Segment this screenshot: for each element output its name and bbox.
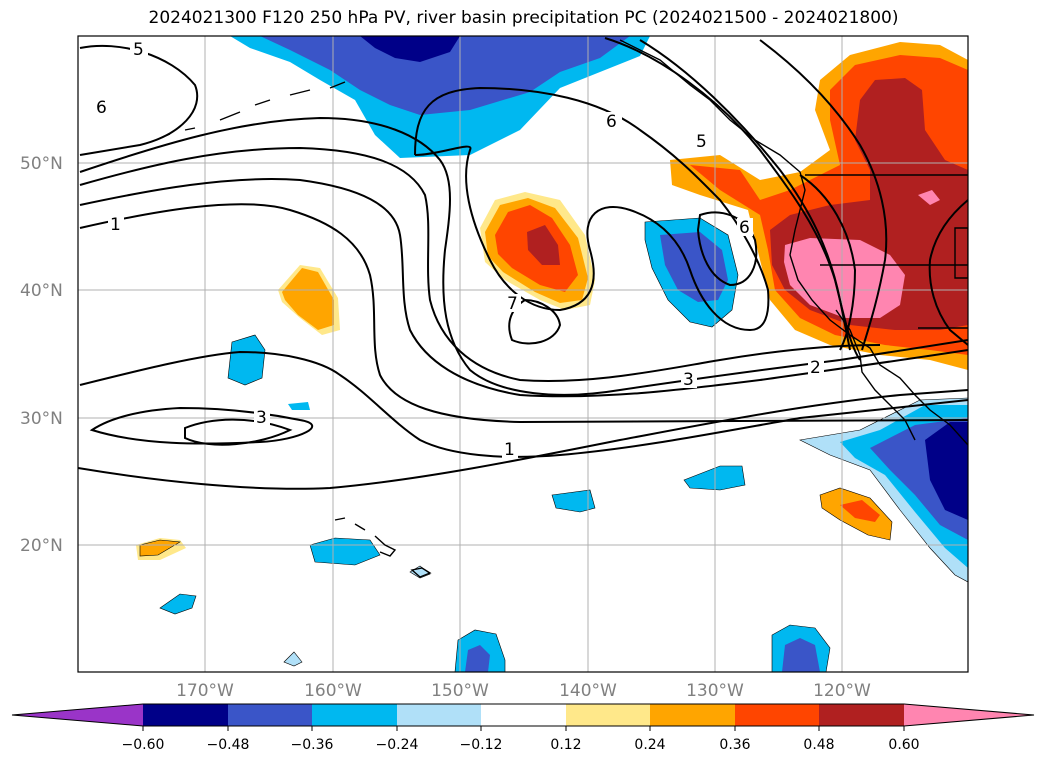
colorbar-tick-label: −0.36 [291, 737, 334, 753]
colorbar-tick-label: −0.12 [460, 737, 503, 753]
positive-anomaly-west-coast [670, 42, 968, 370]
lon-label: 130°W [686, 681, 744, 701]
colorbar-segment [397, 704, 481, 726]
colorbar-tick-labels: −0.60 −0.48 −0.36 −0.24 −0.12 0.12 0.24 … [122, 737, 920, 753]
colorbar-segment [143, 704, 228, 726]
colorbar-tick-label: 0.12 [550, 737, 581, 753]
colorbar-segment [481, 704, 566, 726]
contour-label: 1 [504, 440, 515, 460]
colorbar-tick-label: −0.60 [122, 737, 165, 753]
lon-label: 170°W [176, 681, 234, 701]
colorbar-tick-label: 0.24 [634, 737, 665, 753]
lat-label: 30°N [20, 409, 63, 429]
colorbar-tick-label: 0.60 [888, 737, 919, 753]
lon-label: 150°W [431, 681, 489, 701]
colorbar-segment [566, 704, 650, 726]
contour-label: 2 [810, 358, 821, 378]
lon-label: 120°W [813, 681, 871, 701]
colorbar-segment [735, 704, 819, 726]
colorbar-tick-label: −0.48 [207, 737, 250, 753]
colorbar-extend-left [12, 704, 143, 726]
contour-label: 7 [507, 294, 518, 314]
map-plot-area: 5 6 1 6 5 6 7 3 2 3 1 [78, 36, 968, 672]
contour-label: 3 [256, 408, 267, 428]
contour-label: 5 [133, 40, 144, 60]
contour-labels: 5 6 1 6 5 6 7 3 2 3 1 [93, 40, 824, 460]
contour-label: 6 [739, 218, 750, 238]
lon-label: 160°W [304, 681, 362, 701]
map-frame [77, 35, 969, 673]
lon-label: 140°W [559, 681, 617, 701]
contour-label: 3 [683, 370, 694, 390]
colorbar-segment [819, 704, 904, 726]
lat-label: 50°N [20, 154, 63, 174]
pv-contours [78, 37, 968, 490]
gridlines [78, 36, 968, 672]
colorbar-tick-label: −0.24 [376, 737, 419, 753]
colorbar-tick-label: 0.36 [719, 737, 750, 753]
lat-label: 20°N [20, 536, 63, 556]
contour-label: 6 [96, 98, 107, 118]
latitude-labels: 50°N 40°N 30°N 20°N [20, 154, 63, 556]
positive-anomaly-small-patches [136, 265, 893, 560]
lat-label: 40°N [20, 281, 63, 301]
contour-label: 1 [110, 215, 121, 235]
negative-anomaly-small-patches [159, 334, 831, 672]
colorbar-segment [312, 704, 397, 726]
colorbar-segment [650, 704, 735, 726]
contour-label: 5 [696, 132, 707, 152]
contour-label: 6 [606, 112, 617, 132]
longitude-labels: 170°W 160°W 150°W 140°W 130°W 120°W [176, 681, 871, 701]
plot-title: 2024021300 F120 250 hPa PV, river basin … [148, 8, 899, 28]
colorbar-extend-right [904, 704, 1034, 726]
colorbar-segment [228, 704, 312, 726]
colorbar-tick-label: 0.48 [803, 737, 834, 753]
positive-anomaly-central [480, 192, 595, 310]
colorbar: −0.60 −0.48 −0.36 −0.24 −0.12 0.12 0.24 … [11, 703, 1035, 753]
